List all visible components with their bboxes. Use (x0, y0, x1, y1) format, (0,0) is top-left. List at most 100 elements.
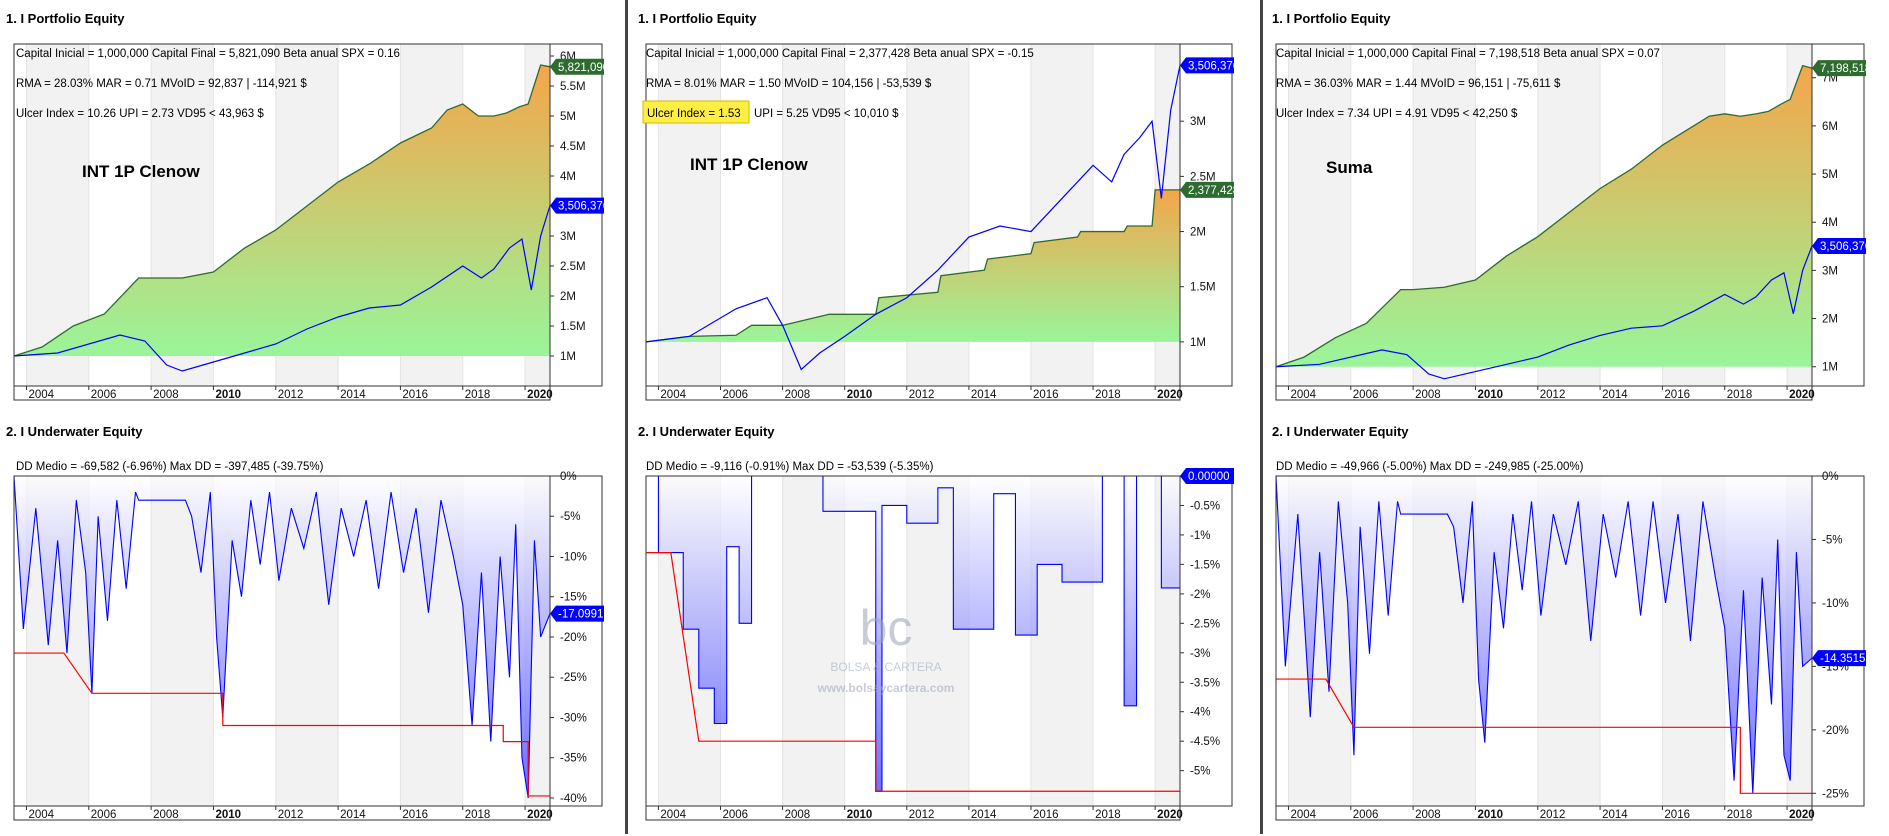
x-tick-label: 2010 (1477, 809, 1503, 821)
x-tick-label: 2010 (215, 389, 241, 401)
background-band (782, 476, 845, 806)
y-tick-label: -20% (560, 632, 587, 644)
stats-line-3: UPI = 5.25 VD95 < 10,010 $ (754, 108, 899, 120)
stats-line-2: RMA = 36.03% MAR = 1.44 MVoID = 96,151 |… (1276, 78, 1561, 90)
drawdown-tag: -14.3515 (1820, 653, 1865, 665)
x-tick-label: 2004 (28, 389, 54, 401)
y-tick-label: -1% (1190, 530, 1210, 542)
x-tick-label: 2014 (1602, 809, 1628, 821)
benchmark-line (1275, 245, 1813, 380)
strategy-label: INT 1P Clenow (690, 155, 809, 174)
stats-line-1: Capital Inicial = 1,000,000 Capital Fina… (16, 48, 400, 60)
x-tick-label: 2008 (1415, 389, 1441, 401)
y-tick-label: -10% (1822, 598, 1849, 610)
x-tick-label: 2008 (785, 809, 811, 821)
equity-chart-1: 2004 2006 2008 2010 2012 2014 2016 2018 2020 1M 1.… (13, 43, 609, 401)
y-tick-label: -30% (560, 712, 587, 724)
y-tick-label: 2M (1822, 314, 1838, 326)
panel-2-texts: 1. I Portfolio Equity Capital Inicial = … (638, 11, 1034, 473)
equity-chart-2: 2004 2006 2008 2010 2012 2014 2016 2018 2020 1M 1.… (645, 43, 1239, 401)
x-tick-label: 2014 (340, 389, 366, 401)
y-tick-label: 2M (1190, 227, 1206, 239)
x-tick-label: 2016 (1664, 389, 1690, 401)
y-tick-label: -4% (1190, 707, 1210, 719)
x-tick-label: 2006 (1353, 809, 1379, 821)
y-tick-label: -25% (560, 672, 587, 684)
x-tick-label: 2016 (402, 809, 428, 821)
x-axis-strip (13, 805, 551, 821)
underwater-chart-3: 2004 2006 2008 2010 2012 2014 2016 2018 2020 0% -5… (1275, 471, 1866, 821)
x-tick-label: 2006 (723, 389, 749, 401)
y-tick-label: -0.5% (1190, 500, 1220, 512)
y-tick-label: 2.5M (560, 261, 586, 273)
equity-title: 1. I Portfolio Equity (6, 11, 125, 26)
drawdown-area (14, 476, 550, 798)
y-tick-label: -2% (1190, 589, 1210, 601)
equity-title: 1. I Portfolio Equity (1272, 11, 1391, 26)
x-tick-label: 2012 (1540, 389, 1566, 401)
background-band (658, 44, 721, 386)
y-tick-label: 4M (1822, 217, 1838, 229)
y-tick-label: -15% (560, 592, 587, 604)
x-tick-label: 2008 (153, 389, 179, 401)
x-tick-label: 2016 (402, 389, 428, 401)
y-tick-label: 0% (560, 471, 577, 483)
x-tick-label: 2010 (1477, 389, 1503, 401)
x-tick-label: 2010 (847, 389, 873, 401)
max-dd-line (14, 652, 550, 797)
y-tick-label: -10% (560, 551, 587, 563)
drawdown-line (13, 475, 551, 799)
equity-area (14, 65, 550, 356)
benchmark-tag: 3,506,376 (1188, 60, 1239, 72)
equity-line (13, 64, 551, 357)
y-tick-label: 5.5M (560, 81, 586, 93)
x-tick-label: 2006 (723, 809, 749, 821)
dd-stats: DD Medio = -49,966 (-5.00%) Max DD = -24… (1276, 461, 1584, 473)
x-tick-label: 2004 (1290, 389, 1316, 401)
x-tick-label: 2012 (1540, 809, 1566, 821)
y-tick-label: -4.5% (1190, 736, 1220, 748)
x-axis-strip (645, 385, 1181, 401)
y-tick-label: -20% (1822, 725, 1849, 737)
final-capital-tag-bg (1812, 60, 1866, 77)
stats-line-3: Ulcer Index = 10.26 UPI = 2.73 VD95 < 43… (16, 108, 264, 120)
final-capital-tag-bg (1180, 181, 1234, 198)
equity-line (1275, 64, 1813, 368)
x-tick-label: 2004 (660, 809, 686, 821)
final-capital-tag: 2,377,428 (1188, 185, 1239, 197)
axis-border (1179, 43, 1233, 387)
y-tick-label: 1M (560, 351, 576, 363)
x-tick-label: 2004 (660, 389, 686, 401)
final-capital-tag: 7,198,518 (1820, 63, 1871, 75)
equity-area (1276, 65, 1812, 367)
x-axis-strip (13, 385, 551, 401)
underwater-title: 2. I Underwater Equity (6, 424, 143, 439)
x-tick-label: 2016 (1033, 809, 1059, 821)
max-dd-line (1276, 678, 1812, 794)
x-tick-label: 2006 (91, 809, 117, 821)
drawdown-line (1275, 475, 1813, 794)
y-tick-label: -5% (1190, 766, 1210, 778)
y-tick-label: -35% (560, 753, 587, 765)
x-tick-label: 2012 (278, 389, 304, 401)
x-tick-label: 2012 (278, 809, 304, 821)
stats-line-2: RMA = 8.01% MAR = 1.50 MVoID = 104,156 |… (646, 78, 932, 90)
axis-border (549, 43, 603, 387)
final-capital-tag: 5,821,090 (558, 62, 609, 74)
x-tick-label: 2020 (527, 809, 553, 821)
strategy-label: Suma (1326, 158, 1373, 177)
y-tick-label: 6M (1822, 121, 1838, 133)
stats-line-1: Capital Inicial = 1,000,000 Capital Fina… (646, 48, 1034, 60)
y-tick-label: 0% (1822, 471, 1839, 483)
x-tick-label: 2020 (1789, 809, 1815, 821)
x-tick-label: 2016 (1664, 809, 1690, 821)
x-tick-label: 2016 (1033, 389, 1059, 401)
x-tick-label: 2018 (1727, 389, 1753, 401)
axis-border (1179, 475, 1233, 807)
x-tick-label: 2018 (465, 389, 491, 401)
watermark-name: BOLSA & CARTERA (830, 660, 941, 674)
x-axis-strip (645, 805, 1181, 821)
x-tick-label: 2014 (971, 389, 997, 401)
y-tick-label: -40% (560, 793, 587, 805)
benchmark-tag: 3,506,376 (1820, 241, 1871, 253)
